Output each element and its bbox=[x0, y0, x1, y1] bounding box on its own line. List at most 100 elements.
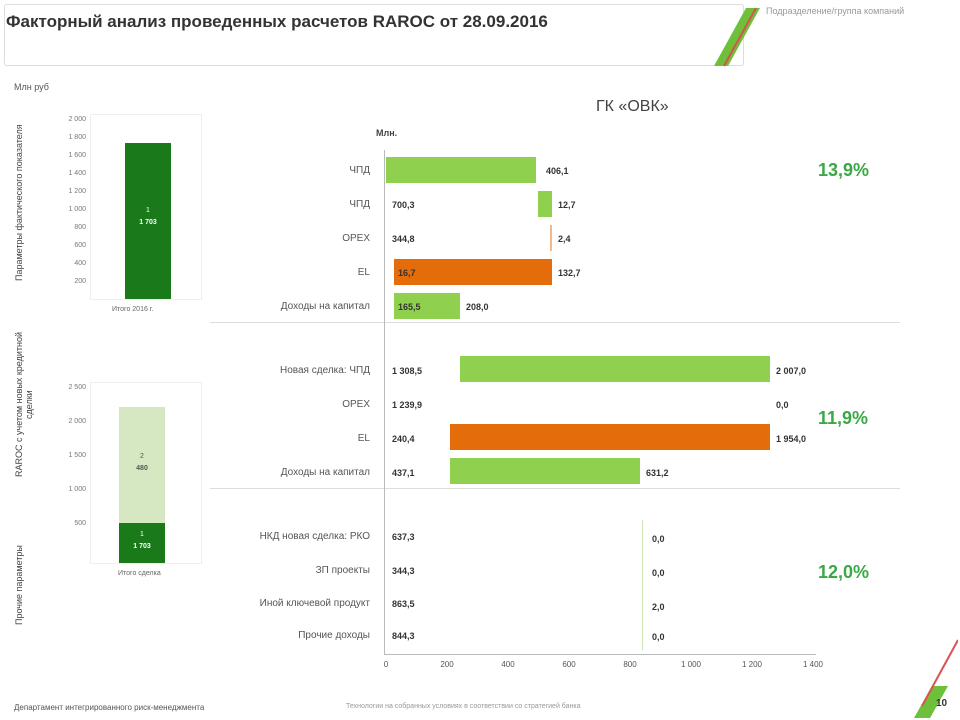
side-label-section1: Параметры фактического показателя bbox=[14, 124, 24, 282]
mini-chart-1-bar: 1 1 703 bbox=[125, 143, 171, 299]
row-label: ЧПД bbox=[349, 165, 370, 176]
mini-chart-1-bar-label: 1 bbox=[146, 207, 150, 214]
mini-chart-tick: 1 500 bbox=[68, 452, 86, 459]
bar-positive bbox=[386, 157, 536, 183]
row-label: Прочие доходы bbox=[298, 630, 370, 641]
group-title: ГК «ОВК» bbox=[596, 98, 669, 115]
row-left-value: 863,5 bbox=[392, 599, 415, 609]
bar-positive bbox=[460, 356, 770, 382]
mini-chart-tick: 1 600 bbox=[68, 152, 86, 159]
mini-chart-tick: 800 bbox=[74, 224, 86, 231]
bar-value: 1 954,0 bbox=[776, 434, 807, 444]
mini-chart-2: 2 480 1 1 703 bbox=[90, 382, 202, 564]
side-label-section3: Прочие параметры bbox=[14, 545, 24, 625]
row-label: ЧПД bbox=[349, 199, 370, 210]
row-label: Доходы на капитал bbox=[280, 301, 370, 312]
mini-chart-tick: 200 bbox=[74, 278, 86, 285]
row-left-value: 240,4 bbox=[392, 434, 415, 444]
mini-chart-tick: 2 500 bbox=[68, 384, 86, 391]
bar-positive bbox=[394, 293, 460, 319]
row-left-value: 344,3 bbox=[392, 566, 415, 576]
row-label: ЗП проекты bbox=[315, 565, 370, 576]
row-left-value: 637,3 bbox=[392, 532, 415, 542]
mini-chart-tick: 500 bbox=[74, 520, 86, 527]
row-label: OPEX bbox=[342, 399, 370, 410]
brand-stripe-icon bbox=[914, 639, 958, 718]
mini-chart-1-xlabel: Итого 2016 г. bbox=[112, 306, 154, 313]
row-left-value: 165,5 bbox=[398, 302, 421, 312]
row-left-value: 16,7 bbox=[398, 268, 416, 278]
section-separator bbox=[210, 488, 900, 489]
bar-value: 208,0 bbox=[466, 302, 489, 312]
row-left-value: 1 308,5 bbox=[392, 366, 423, 376]
raroc-section1: 13,9% bbox=[818, 160, 870, 180]
row-left-value: 844,3 bbox=[392, 631, 415, 641]
mini-chart-tick: 1 200 bbox=[68, 188, 86, 195]
side-label-section2: RAROC с учетом новых кредитной сделки bbox=[14, 332, 34, 478]
section-separator bbox=[210, 322, 900, 323]
bar-value: 2,0 bbox=[652, 602, 665, 612]
bar-value: 0,0 bbox=[652, 534, 665, 544]
millions-label: Млн. bbox=[376, 128, 398, 138]
units-label: Млн руб bbox=[14, 82, 49, 92]
mini-chart-tick: 2 000 bbox=[68, 418, 86, 425]
row-label: НКД новая сделка: РКО bbox=[259, 531, 370, 542]
x-axis-tick: 800 bbox=[623, 660, 637, 669]
page-title: Факторный анализ проведенных расчетов RA… bbox=[6, 12, 548, 31]
row-label: Доходы на капитал bbox=[280, 467, 370, 478]
bar-value: 0,0 bbox=[652, 568, 665, 578]
mini-chart-tick: 400 bbox=[74, 260, 86, 267]
bar-small bbox=[550, 225, 552, 251]
x-axis-tick: 200 bbox=[440, 660, 454, 669]
mini-chart-tick: 600 bbox=[74, 242, 86, 249]
row-left-value: 1 239,9 bbox=[392, 400, 423, 410]
x-axis-tick: 1 200 bbox=[741, 660, 763, 669]
mini-chart-2-xlabel: Итого сделка bbox=[118, 570, 161, 577]
mini-chart-2-segment-bottom: 1 1 703 bbox=[119, 523, 165, 563]
mini-chart-tick: 1 000 bbox=[68, 486, 86, 493]
raroc-section2: 11,9% bbox=[818, 408, 869, 428]
bar-value: 631,2 bbox=[646, 468, 669, 478]
main-axis-line bbox=[384, 150, 385, 655]
bar-value: 12,7 bbox=[558, 200, 576, 210]
mini-chart-1-bar-value: 1 703 bbox=[139, 219, 157, 226]
bar-value: 2 007,0 bbox=[776, 366, 807, 376]
bar-negative bbox=[394, 259, 552, 285]
mini-chart-tick: 1 400 bbox=[68, 170, 86, 177]
row-label: Новая сделка: ЧПД bbox=[280, 365, 370, 376]
page-number: 10 bbox=[936, 698, 948, 709]
mini-chart-tick: 1 000 bbox=[68, 206, 86, 213]
raroc-section3: 12,0% bbox=[818, 562, 870, 582]
x-axis-tick: 1 400 bbox=[802, 660, 824, 669]
x-axis-tick: 0 bbox=[383, 660, 389, 669]
bar-value: 0,0 bbox=[652, 632, 665, 642]
mini-chart-tick: 1 800 bbox=[68, 134, 86, 141]
section3-guide-line bbox=[642, 520, 643, 650]
mini-chart-1: 1 1 703 bbox=[90, 114, 202, 300]
x-axis-tick: 400 bbox=[501, 660, 515, 669]
mini-chart-tick: 2 000 bbox=[68, 116, 86, 123]
x-axis-line bbox=[384, 654, 816, 655]
bar-value: 0,0 bbox=[776, 400, 789, 410]
bar-positive bbox=[538, 191, 552, 217]
row-left-value: 344,8 bbox=[392, 234, 415, 244]
mini-chart-2-seg-top-value: 480 bbox=[136, 465, 148, 472]
row-label: EL bbox=[357, 267, 370, 278]
bar-value: 2,4 bbox=[558, 234, 571, 244]
mini-chart-2-segment-top: 2 480 bbox=[119, 407, 165, 523]
row-left-value: 700,3 bbox=[392, 200, 415, 210]
mini-chart-2-seg-top-label: 2 bbox=[140, 453, 144, 460]
mini-chart-2-seg-bot-label: 1 bbox=[140, 531, 144, 538]
footer-department: Департамент интегрированного риск-менедж… bbox=[14, 703, 205, 712]
mini-chart-2-seg-bot-value: 1 703 bbox=[133, 543, 151, 550]
row-left-value: 437,1 bbox=[392, 468, 415, 478]
footer-note: Технологии на собранных условиях в соотв… bbox=[346, 703, 581, 710]
brand-stripe-icon bbox=[714, 7, 760, 67]
bar-value: 406,1 bbox=[546, 166, 569, 176]
bar-value: 132,7 bbox=[558, 268, 581, 278]
header-right-note: Подразделение/группа компаний bbox=[766, 6, 905, 16]
row-label: Иной ключевой продукт bbox=[259, 598, 370, 609]
bar-negative bbox=[450, 424, 770, 450]
row-label: EL bbox=[357, 433, 370, 444]
bar-positive bbox=[450, 458, 640, 484]
